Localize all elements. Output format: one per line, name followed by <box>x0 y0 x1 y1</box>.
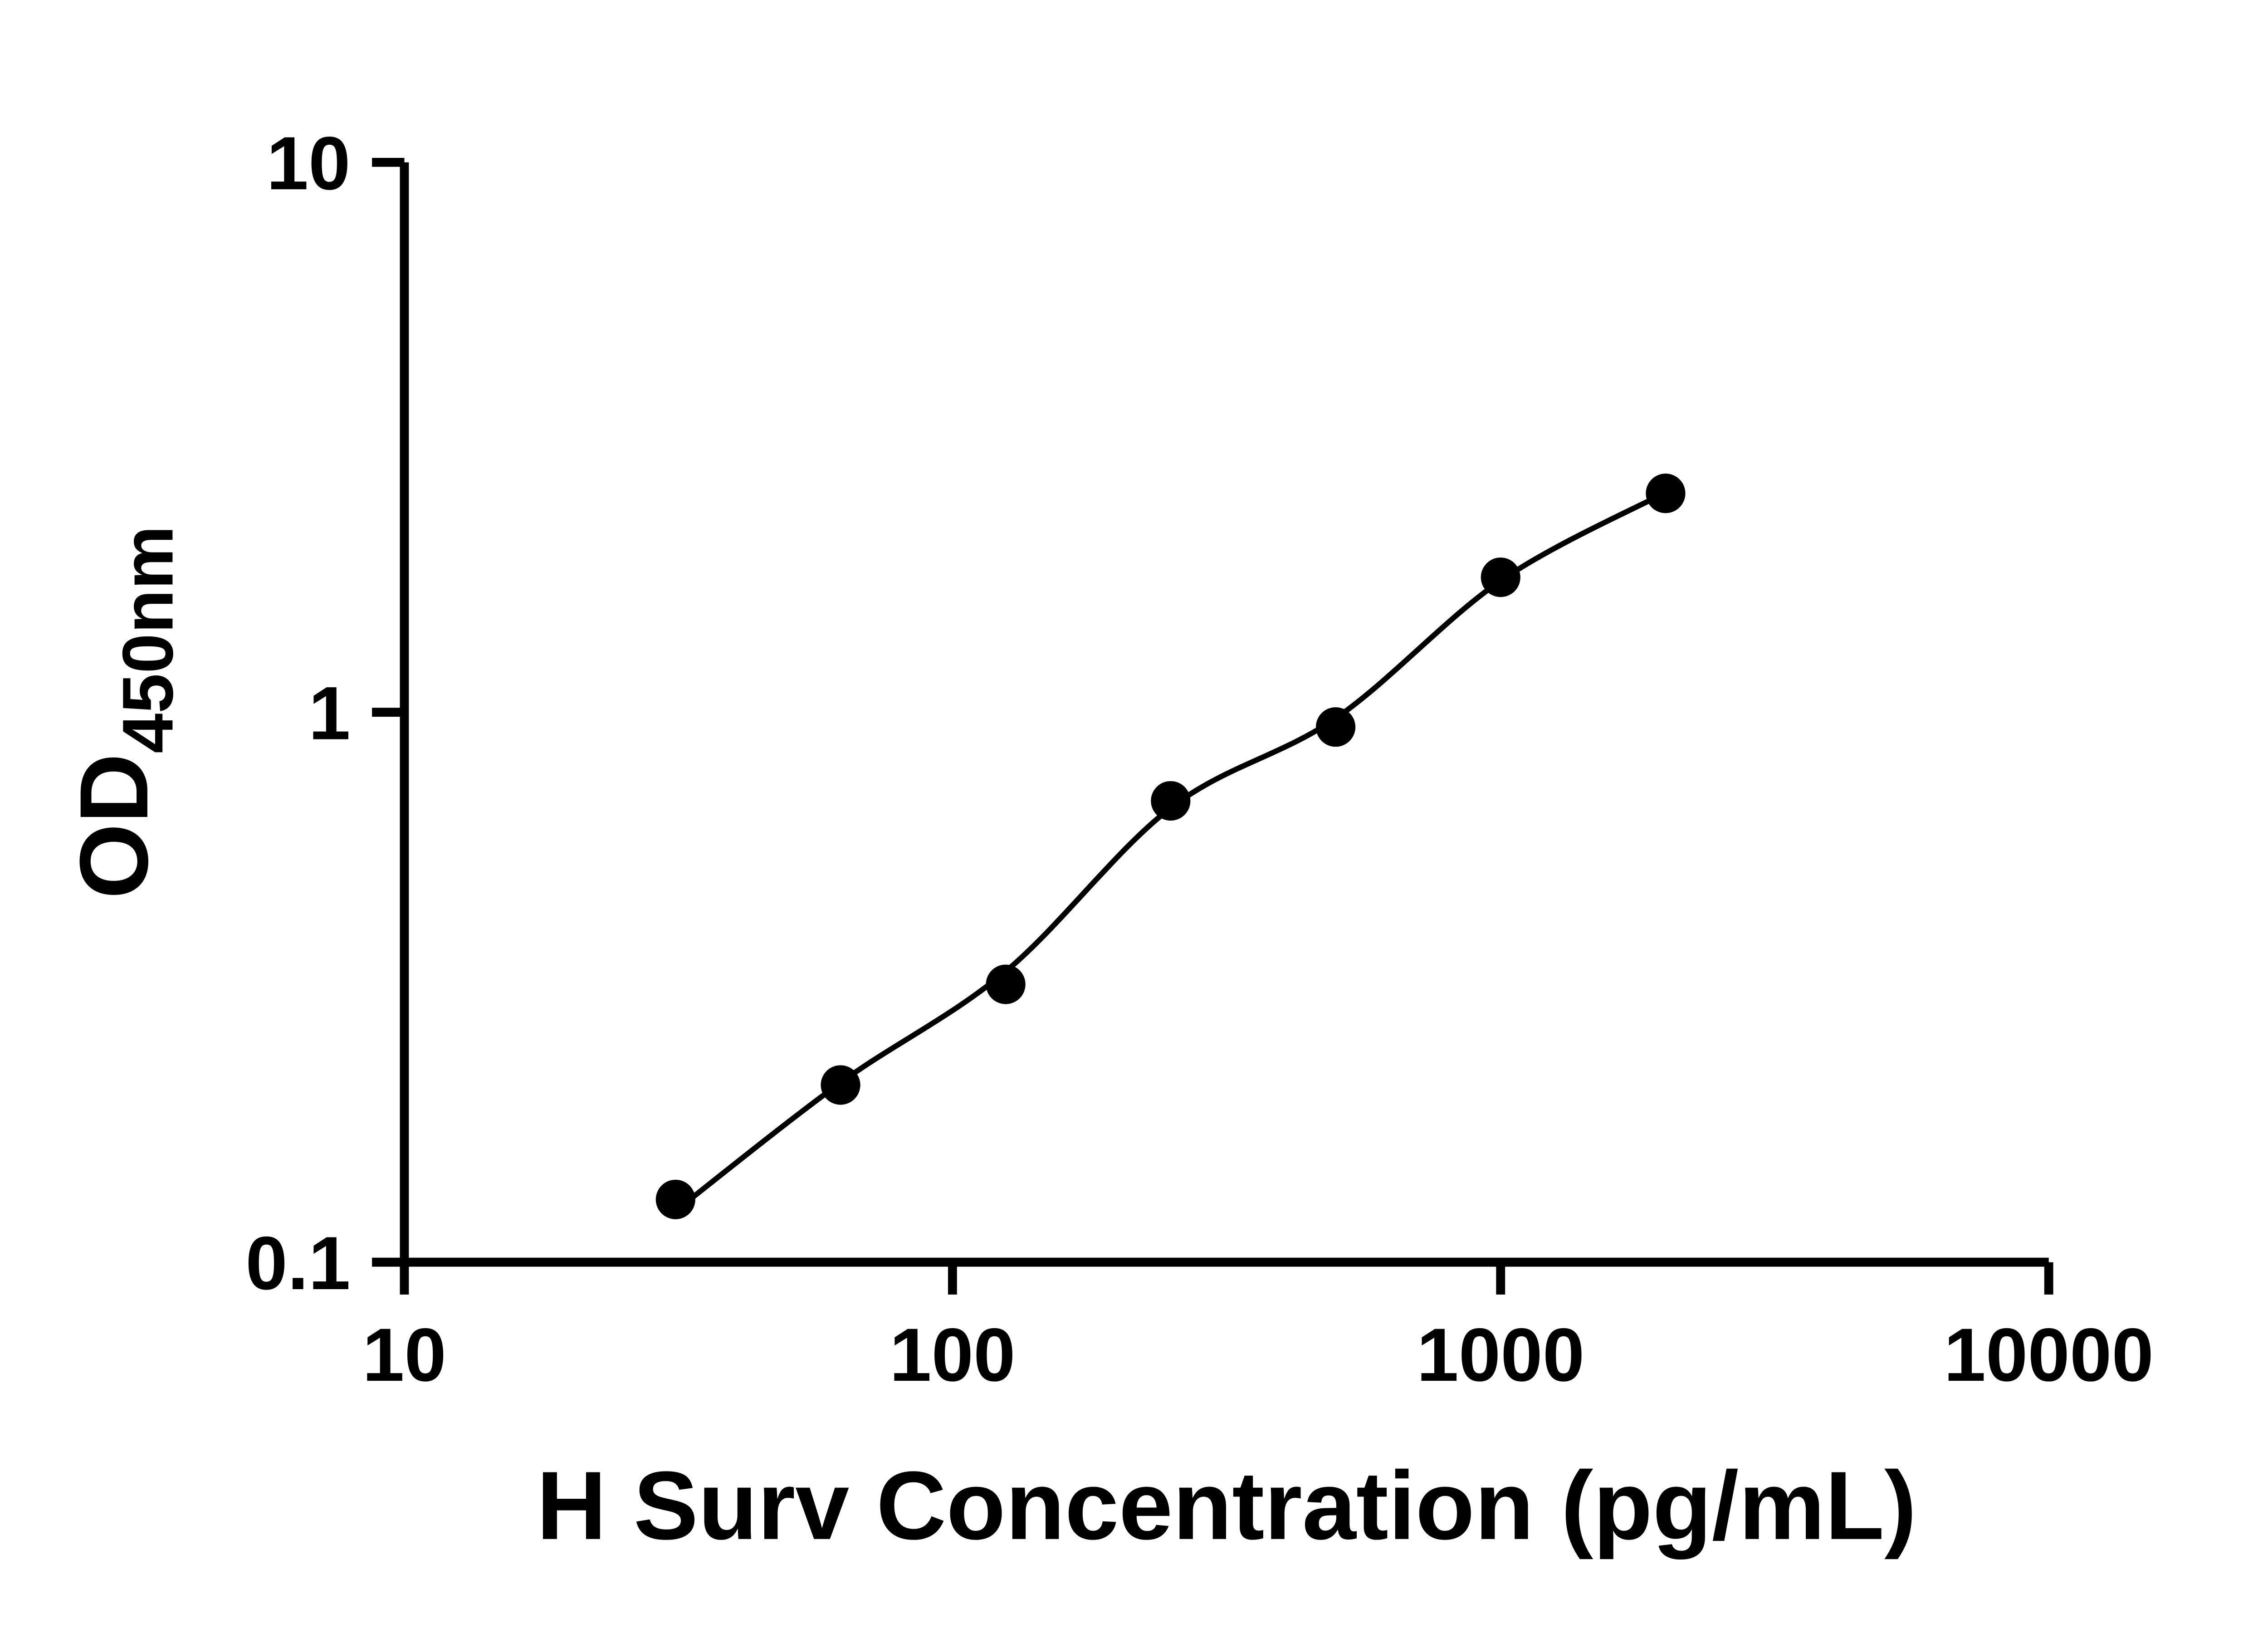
data-point <box>655 1179 695 1219</box>
data-point <box>1151 781 1191 821</box>
data-point <box>1315 707 1356 747</box>
x-tick-label: 10 <box>362 1313 446 1397</box>
x-tick-label: 1000 <box>1417 1313 1584 1397</box>
axes <box>400 162 2049 1267</box>
y-tick-label: 0.1 <box>245 1221 350 1305</box>
data-point <box>821 1065 860 1105</box>
data-point <box>1481 557 1520 597</box>
x-axis-title: H Surv Concentration (pg/mL) <box>537 1452 1917 1560</box>
fit-curve <box>674 490 1667 1213</box>
x-tick-label: 10000 <box>1944 1313 2154 1397</box>
data-point <box>1646 474 1686 513</box>
x-tick-label: 100 <box>890 1313 1016 1397</box>
y-axis-title-main: OD <box>60 753 168 899</box>
data-point <box>986 964 1026 1004</box>
y-axis-title: OD450nm <box>60 526 188 899</box>
y-tick-label: 10 <box>267 121 351 205</box>
y-tick-label: 1 <box>308 671 351 756</box>
y-axis-title-subscript: 450nm <box>108 526 188 753</box>
